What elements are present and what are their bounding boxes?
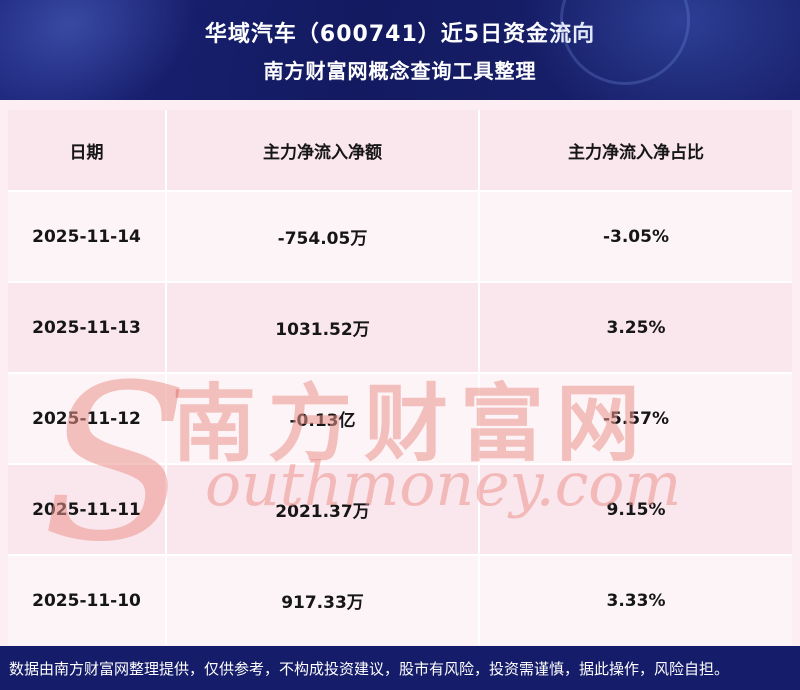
cell-date-row4: 2025-11-10 xyxy=(8,556,165,645)
cell-ratio-row0: -3.05% xyxy=(480,192,792,281)
header-banner: 华域汽车（600741）近5日资金流向 南方财富网概念查询工具整理 xyxy=(0,0,800,100)
column-header-date: 日期 xyxy=(8,110,165,190)
cell-ratio-row3: 9.15% xyxy=(480,465,792,554)
cell-ratio-row4: 3.33% xyxy=(480,556,792,645)
page-title: 华域汽车（600741）近5日资金流向 xyxy=(204,22,596,47)
cell-ratio-row2: -5.57% xyxy=(480,374,792,463)
cell-date-row3: 2025-11-11 xyxy=(8,465,165,554)
cell-date-row2: 2025-11-12 xyxy=(8,374,165,463)
disclaimer-text: 数据由南方财富网整理提供，仅供参考，不构成投资建议，股市有风险，投资需谨慎，据此… xyxy=(9,659,730,678)
cell-amount-row2: -0.13亿 xyxy=(167,374,478,463)
cell-ratio-row1: 3.25% xyxy=(480,283,792,372)
cell-amount-row1: 1031.52万 xyxy=(167,283,478,372)
column-header-main-net-inflow-ratio: 主力净流入净占比 xyxy=(480,110,792,190)
footer-bar: 数据由南方财富网整理提供，仅供参考，不构成投资建议，股市有风险，投资需谨慎，据此… xyxy=(0,646,800,690)
header-decoration-left xyxy=(0,0,236,100)
cell-amount-row3: 2021.37万 xyxy=(167,465,478,554)
cell-amount-row4: 917.33万 xyxy=(167,556,478,645)
column-header-main-net-inflow: 主力净流入净额 xyxy=(167,110,478,190)
page-subtitle: 南方财富网概念查询工具整理 xyxy=(263,59,537,83)
header-decoration-right xyxy=(510,0,800,100)
cell-date-row0: 2025-11-14 xyxy=(8,192,165,281)
cell-amount-row0: -754.05万 xyxy=(167,192,478,281)
fund-flow-table: 日期 主力净流入净额 主力净流入净占比 2025-11-14 -754.05万 … xyxy=(8,110,792,645)
cell-date-row1: 2025-11-13 xyxy=(8,283,165,372)
